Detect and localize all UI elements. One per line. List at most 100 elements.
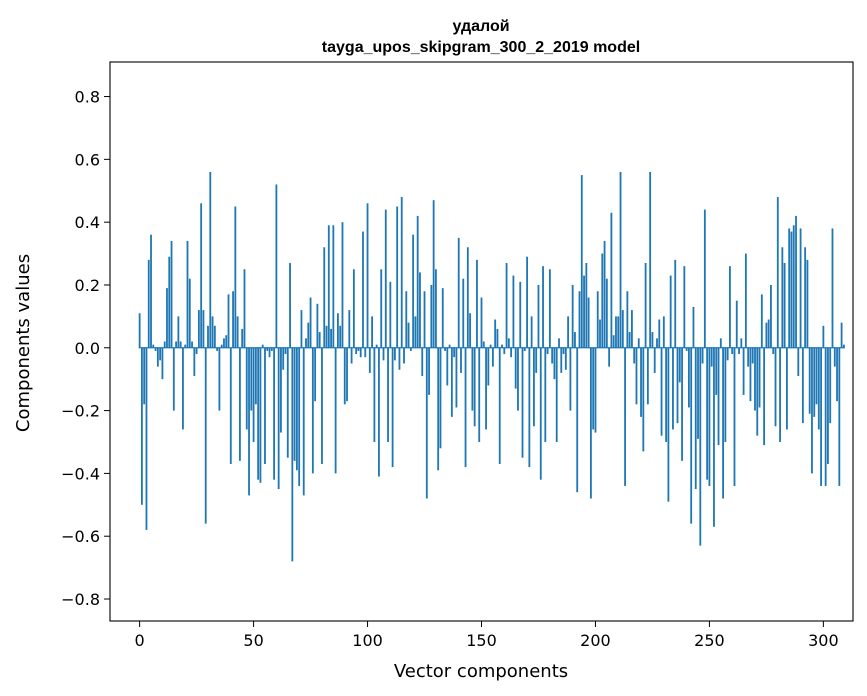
- bar-156: [494, 319, 497, 348]
- bar-234: [672, 347, 674, 430]
- bar-239: [683, 266, 686, 348]
- bar-246: [699, 347, 702, 546]
- bar-224: [649, 171, 652, 348]
- bar-293: [806, 259, 809, 348]
- bar-73: [305, 338, 307, 348]
- bar-218: [635, 347, 638, 405]
- chart-title-line-2: tayga_upos_skipgram_300_2_2019 model: [322, 39, 640, 56]
- bar-260: [731, 347, 734, 355]
- bar-112: [393, 347, 396, 361]
- bar-212: [621, 310, 624, 348]
- bar-228: [658, 319, 661, 348]
- bar-211: [619, 171, 622, 348]
- bar-167: [519, 281, 522, 348]
- bar-165: [514, 347, 517, 389]
- bar-110: [389, 281, 392, 348]
- bar-114: [398, 347, 401, 370]
- bar-185: [560, 347, 563, 373]
- bar-235: [674, 259, 677, 348]
- bar-180: [548, 269, 551, 348]
- x-tick-label: 50: [243, 631, 263, 650]
- bar-153: [487, 347, 490, 386]
- bar-104: [375, 344, 378, 348]
- bar-169: [523, 347, 526, 351]
- bar-93: [350, 347, 353, 364]
- bar-161: [505, 262, 508, 348]
- bar-17: [177, 316, 180, 348]
- bar-280: [776, 197, 779, 348]
- bar-242: [690, 347, 693, 524]
- bar-219: [637, 338, 640, 348]
- bar-285: [788, 228, 791, 348]
- bar-36: [220, 344, 223, 348]
- bar-278: [772, 347, 775, 355]
- bar-126: [425, 347, 428, 499]
- bar-86: [334, 347, 337, 474]
- bar-191: [574, 332, 576, 348]
- bar-16: [175, 341, 177, 348]
- x-tick-label: 250: [694, 631, 725, 650]
- bar-281: [779, 347, 781, 442]
- bar-296: [813, 347, 816, 417]
- bar-21: [186, 241, 189, 348]
- bar-258: [726, 347, 729, 361]
- bar-254: [717, 347, 720, 446]
- bar-115: [400, 197, 403, 348]
- bar-65: [286, 347, 289, 458]
- bar-171: [528, 347, 531, 468]
- bar-290: [799, 228, 802, 348]
- bar-18: [179, 341, 182, 348]
- bar-226: [653, 347, 656, 373]
- bar-98: [362, 231, 364, 348]
- bar-266: [744, 253, 747, 348]
- bar-248: [703, 209, 706, 348]
- bar-196: [585, 262, 588, 348]
- bar-177: [542, 266, 544, 348]
- bar-305: [833, 347, 836, 367]
- bar-186: [562, 347, 565, 355]
- bar-130: [435, 269, 437, 348]
- bar-89: [341, 222, 344, 348]
- bar-123: [419, 272, 421, 348]
- bar-133: [441, 288, 444, 348]
- bar-152: [485, 347, 487, 430]
- bar-12: [166, 288, 168, 348]
- bar-168: [521, 347, 524, 458]
- bar-124: [421, 347, 424, 377]
- bar-144: [466, 247, 469, 348]
- bar-14: [170, 241, 173, 348]
- bar-288: [795, 215, 797, 348]
- bar-109: [387, 347, 389, 442]
- bar-141: [460, 347, 462, 373]
- bar-26: [197, 310, 200, 348]
- bar-274: [763, 347, 766, 446]
- bar-9: [159, 347, 162, 361]
- bar-81: [323, 247, 326, 348]
- bar-179: [546, 347, 549, 355]
- bar-306: [836, 347, 838, 402]
- bar-298: [817, 347, 820, 430]
- x-tick-label: 300: [808, 631, 839, 650]
- bar-277: [770, 284, 772, 348]
- bar-272: [758, 347, 761, 408]
- bar-39: [227, 294, 230, 348]
- bar-181: [551, 347, 554, 364]
- chart-title-line-1: удалой: [452, 18, 509, 35]
- bar-300: [822, 325, 825, 348]
- bar-84: [330, 328, 332, 348]
- bar-67: [291, 347, 294, 562]
- bar-45: [241, 328, 244, 348]
- bar-137: [450, 347, 453, 417]
- bar-140: [457, 237, 460, 348]
- bar-207: [610, 212, 613, 348]
- bar-32: [211, 316, 214, 348]
- bar-273: [760, 294, 763, 348]
- bar-74: [307, 322, 310, 348]
- bar-107: [382, 347, 385, 361]
- bar-134: [444, 347, 446, 351]
- bar-91: [346, 347, 348, 402]
- bar-257: [724, 347, 727, 442]
- bar-103: [373, 347, 376, 442]
- bar-23: [191, 341, 193, 348]
